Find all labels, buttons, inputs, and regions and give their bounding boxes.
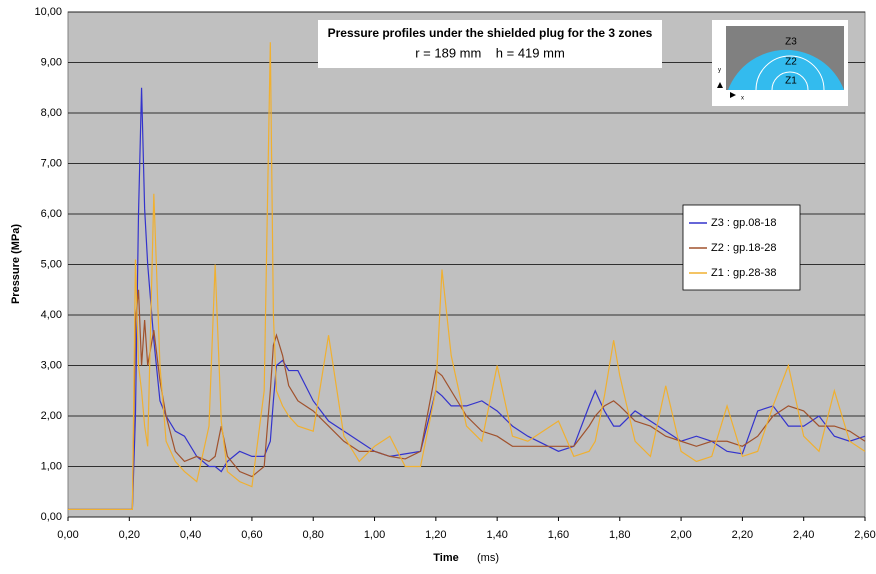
y-tick-label: 4,00 xyxy=(41,309,62,321)
x-tick-label: 0,00 xyxy=(57,529,78,541)
x-tick-label: 2,20 xyxy=(732,529,753,541)
x-tick-label: 1,40 xyxy=(486,529,507,541)
legend-label: Z2 : gp.18-28 xyxy=(711,242,776,254)
y-tick-label: 1,00 xyxy=(41,460,62,472)
x-tick-label: 1,20 xyxy=(425,529,446,541)
inset-z2 xyxy=(755,55,825,91)
inset-label: Z2 xyxy=(785,57,797,68)
series-line xyxy=(68,42,866,511)
x-axis-label: Time xyxy=(433,552,458,564)
series-line xyxy=(68,289,866,511)
inset-z1 xyxy=(771,71,809,91)
y-tick-label: 9,00 xyxy=(41,56,62,68)
inset-label: Z1 xyxy=(785,76,797,87)
y-tick-label: 7,00 xyxy=(41,157,62,169)
inset-axis: x xyxy=(741,96,744,102)
x-tick-label: 1,80 xyxy=(609,529,630,541)
y-axis-label: Pressure (MPa) xyxy=(10,224,22,304)
x-tick-label: 1,60 xyxy=(548,529,569,541)
chart-subtitle: r = 189 mm h = 419 mm xyxy=(415,45,565,60)
title-box xyxy=(318,20,662,68)
legend-label: Z3 : gp.08-18 xyxy=(711,217,776,229)
inset-arrow xyxy=(717,82,736,98)
y-tick-label: 10,00 xyxy=(34,6,62,18)
x-tick-label: 2,40 xyxy=(793,529,814,541)
x-tick-label: 0,80 xyxy=(303,529,324,541)
y-tick-label: 6,00 xyxy=(41,208,62,220)
chart-title: Pressure profiles under the shielded plu… xyxy=(328,26,653,40)
y-tick-label: 0,00 xyxy=(41,511,62,523)
x-tick-label: 2,00 xyxy=(670,529,691,541)
inset-axis: y xyxy=(718,68,721,74)
y-tick-label: 2,00 xyxy=(41,410,62,422)
x-tick-label: 0,60 xyxy=(241,529,262,541)
x-tick-label: 0,20 xyxy=(119,529,140,541)
x-tick-label: 1,00 xyxy=(364,529,385,541)
x-tick-label: 0,40 xyxy=(180,529,201,541)
legend xyxy=(682,204,801,291)
x-tick-label: 2,60 xyxy=(854,529,875,541)
y-tick-label: 3,00 xyxy=(41,359,62,371)
x-axis-unit: (ms) xyxy=(477,552,499,564)
y-tick-label: 8,00 xyxy=(41,107,62,119)
y-tick-label: 5,00 xyxy=(41,258,62,270)
inset-label: Z3 xyxy=(785,37,797,48)
legend-label: Z1 : gp.28-38 xyxy=(711,267,776,279)
